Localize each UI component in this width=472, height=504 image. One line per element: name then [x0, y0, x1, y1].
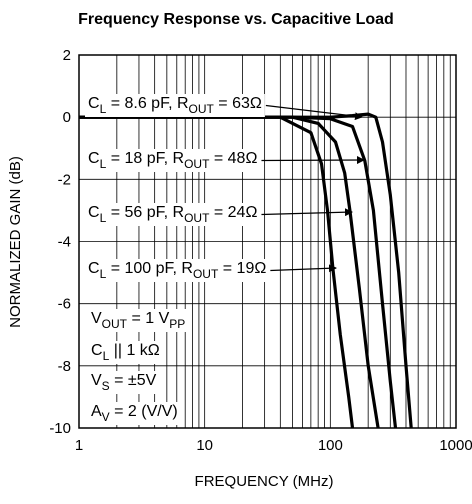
subscript: OUT: [184, 211, 210, 225]
arrow: [270, 264, 337, 273]
text-part: = 8.6 pF, R: [106, 95, 188, 112]
text-part: = 56 pF, R: [106, 204, 184, 221]
y-tick-label: -4: [58, 234, 71, 251]
text-part: C: [88, 95, 100, 112]
y-tick-label: -8: [58, 358, 71, 375]
text-part: = 2 (V/V): [110, 403, 178, 420]
subscript: OUT: [184, 157, 210, 171]
text-part: = ±5V: [110, 372, 157, 389]
subscript: L: [100, 211, 107, 225]
text-part: = 63Ω: [214, 95, 262, 112]
text-part: = 100 pF, R: [106, 260, 193, 277]
series-label: CL = 56 pF, ROUT = 24Ω: [88, 204, 257, 225]
x-tick-label: 1: [75, 437, 83, 454]
arrow: [261, 156, 365, 165]
condition-label: VS = ±5V: [91, 372, 157, 393]
arrow: [261, 208, 353, 217]
text-part: V: [91, 372, 102, 389]
label-background: [85, 149, 261, 172]
label-background: [85, 259, 270, 282]
arrow: [265, 104, 363, 121]
text-part: = 1 V: [127, 310, 170, 327]
label-background: [88, 402, 181, 425]
y-tick-label: -6: [58, 296, 71, 313]
text-part: C: [88, 150, 100, 167]
x-tick-label: 1000: [439, 437, 472, 454]
x-tick-label: 100: [318, 437, 343, 454]
text-part: || 1 kΩ: [109, 342, 160, 359]
y-axis-label: NORMALIZED GAIN (dB): [7, 156, 24, 328]
series-label: CL = 18 pF, ROUT = 48Ω: [88, 150, 257, 171]
subscript: OUT: [189, 102, 215, 116]
text-part: A: [91, 403, 102, 420]
series-label: CL = 8.6 pF, ROUT = 63Ω: [88, 95, 262, 116]
y-tick-label: 2: [63, 47, 71, 64]
label-background: [88, 371, 160, 394]
condition-label: VOUT = 1 VPP: [91, 310, 185, 331]
text-part: = 18 pF, R: [106, 150, 184, 167]
label-background: [85, 203, 261, 226]
y-tick-label: 0: [63, 109, 71, 126]
subscript: OUT: [102, 317, 128, 331]
label-background: [88, 341, 163, 364]
subscript: L: [100, 267, 107, 281]
text-part: C: [88, 260, 100, 277]
label-background: [85, 94, 265, 117]
series-label: CL = 100 pF, ROUT = 19Ω: [88, 260, 266, 281]
label-background: [88, 309, 189, 332]
subscript: S: [102, 379, 110, 393]
x-axis-label: FREQUENCY (MHz): [195, 473, 334, 490]
x-tick-label: 10: [196, 437, 213, 454]
text-part: = 24Ω: [209, 204, 257, 221]
y-tick-label: -10: [49, 420, 71, 437]
condition-label: CL || 1 kΩ: [91, 342, 160, 363]
text-part: = 48Ω: [209, 150, 257, 167]
subscript: L: [103, 349, 110, 363]
line-series: [79, 115, 355, 428]
text-part: = 19Ω: [218, 260, 266, 277]
text-part: C: [88, 204, 100, 221]
subscript: L: [100, 157, 107, 171]
y-tick-label: -2: [58, 171, 71, 188]
plot-frame: [78, 54, 457, 429]
text-part: C: [91, 342, 103, 359]
subscript: V: [102, 410, 110, 424]
chart-title: Frequency Response vs. Capacitive Load: [78, 11, 394, 28]
subscript: L: [100, 102, 107, 116]
subscript: PP: [169, 317, 185, 331]
text-part: V: [91, 310, 102, 327]
subscript: OUT: [193, 267, 219, 281]
condition-label: AV = 2 (V/V): [91, 403, 178, 424]
